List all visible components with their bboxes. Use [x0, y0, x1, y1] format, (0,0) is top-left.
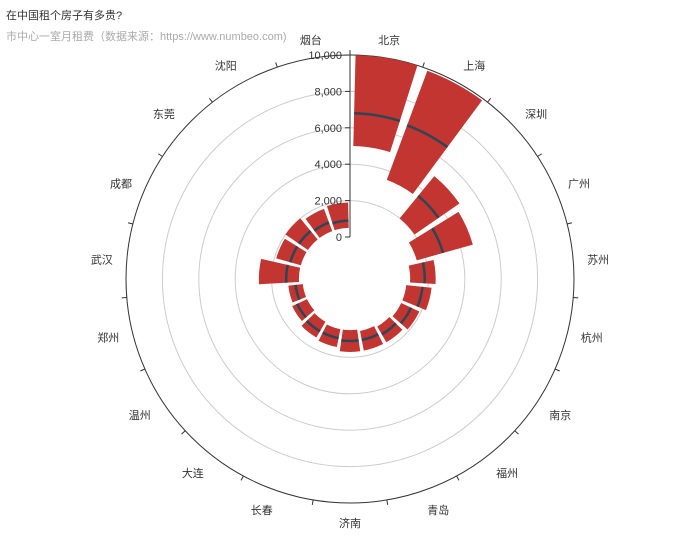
angle-tick: [386, 499, 389, 505]
bar-上海[interactable]: [386, 70, 483, 195]
bar-杭州[interactable]: [402, 285, 432, 311]
angle-tick: [240, 475, 244, 481]
radius-tick-label: 2,000: [314, 196, 342, 208]
average-marker-成都[interactable]: [289, 245, 299, 263]
average-marker-苏州[interactable]: [421, 262, 427, 284]
category-label-广州: 广州: [568, 177, 590, 190]
average-marker-青岛[interactable]: [361, 333, 379, 342]
bar-苏州[interactable]: [408, 260, 436, 284]
average-marker-上海[interactable]: [406, 124, 449, 149]
radius-tick-label: 6,000: [314, 123, 342, 135]
angle-tick: [537, 153, 542, 157]
bar-烟台[interactable]: [326, 202, 349, 231]
bar-北京[interactable]: [353, 55, 418, 153]
bar-东莞[interactable]: [285, 218, 318, 250]
bar-武汉[interactable]: [258, 258, 301, 285]
average-marker-烟台[interactable]: [332, 219, 349, 225]
category-label-武汉: 武汉: [91, 253, 113, 266]
category-label-长春: 长春: [251, 504, 273, 517]
average-marker-福州[interactable]: [381, 322, 397, 336]
average-marker-沈阳[interactable]: [313, 221, 330, 232]
average-marker-北京[interactable]: [354, 112, 401, 123]
average-marker-南京[interactable]: [399, 307, 413, 325]
category-label-东莞: 东莞: [153, 108, 175, 121]
angle-tick: [487, 97, 492, 103]
category-label-济南: 济南: [339, 516, 361, 530]
category-label-大连: 大连: [182, 466, 204, 480]
angle-tick: [514, 430, 519, 435]
category-label-北京: 北京: [378, 33, 400, 47]
average-marker-武汉[interactable]: [284, 264, 289, 283]
category-label-深圳: 深圳: [525, 108, 547, 121]
category-label-福州: 福州: [496, 466, 518, 480]
bar-沈阳[interactable]: [305, 208, 333, 238]
angle-tick: [127, 222, 133, 225]
angle-tick: [275, 62, 278, 68]
angle-tick: [140, 368, 146, 372]
category-label-烟台: 烟台: [300, 33, 322, 47]
angle-tick: [422, 62, 425, 68]
average-marker-济南[interactable]: [341, 339, 359, 343]
category-label-成都: 成都: [110, 177, 132, 190]
average-marker-大连[interactable]: [305, 319, 321, 333]
radius-tick-label: 0: [336, 232, 342, 244]
average-marker-长春[interactable]: [322, 331, 339, 340]
category-label-郑州: 郑州: [97, 330, 119, 344]
category-label-苏州: 苏州: [587, 253, 609, 266]
category-label-杭州: 杭州: [581, 330, 603, 344]
average-marker-深圳[interactable]: [417, 194, 440, 219]
category-label-南京: 南京: [549, 408, 571, 422]
bar-成都[interactable]: [276, 238, 307, 266]
radius-tick-label: 10,000: [308, 50, 342, 62]
average-marker-杭州[interactable]: [416, 286, 424, 308]
angle-tick: [181, 430, 186, 435]
bar-广州[interactable]: [408, 211, 473, 261]
angle-tick: [208, 97, 213, 103]
angle-tick: [311, 499, 314, 505]
angle-tick: [158, 153, 163, 157]
average-marker-东莞[interactable]: [297, 230, 312, 245]
angle-tick: [567, 222, 573, 225]
category-label-上海: 上海: [463, 59, 485, 73]
radius-tick-label: 4,000: [314, 159, 342, 171]
chart-subtitle: 市中心一室月租费（数据来源：https://www.numbeo.com): [6, 31, 287, 43]
radius-tick-label: 8,000: [314, 86, 342, 98]
chart-title: 在中国租个房子有多贵?: [6, 10, 123, 22]
angle-tick: [456, 475, 460, 481]
average-marker-广州[interactable]: [431, 227, 445, 254]
average-marker-温州[interactable]: [296, 303, 308, 319]
category-label-温州: 温州: [129, 409, 151, 422]
average-marker-郑州[interactable]: [294, 284, 301, 301]
category-label-沈阳: 沈阳: [215, 59, 237, 73]
category-label-青岛: 青岛: [427, 503, 449, 517]
angle-tick: [554, 368, 560, 372]
